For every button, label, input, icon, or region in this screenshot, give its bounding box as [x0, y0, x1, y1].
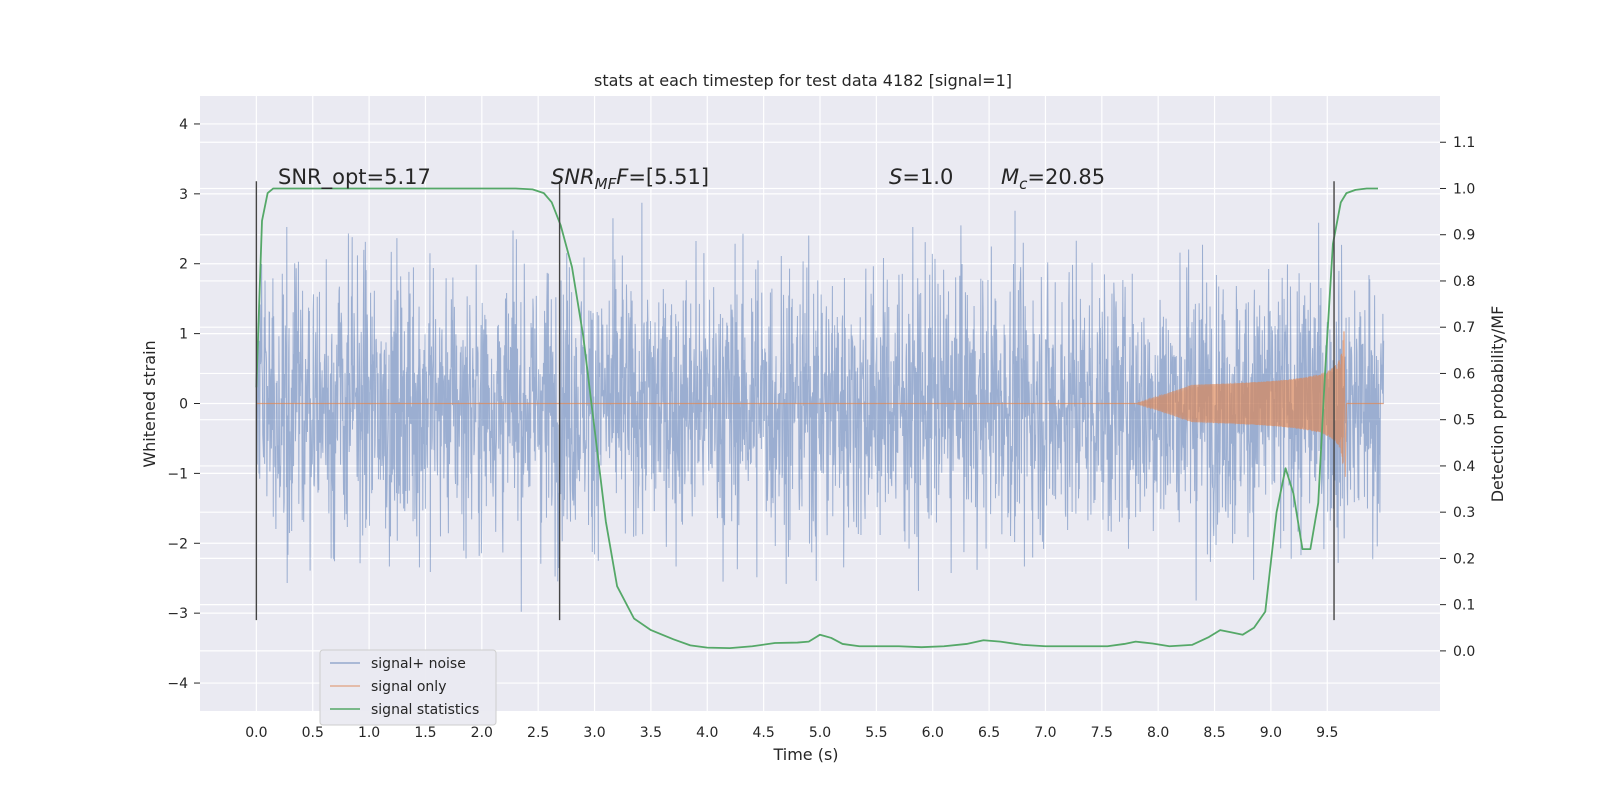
annotation-snr-mf-value: =[5.51] [628, 165, 709, 189]
y-right-tick-label: 1.1 [1453, 135, 1475, 151]
annotation-mc: Mc=20.85 [1001, 165, 1105, 193]
x-tick-label: 9.0 [1260, 725, 1282, 741]
annotation-s-value: =1.0 [902, 165, 953, 189]
y-tick-label: 2 [179, 257, 188, 273]
y-tick-label: 4 [179, 117, 188, 133]
annotation-mc-subscript: c [1019, 175, 1028, 193]
y-tick-label: 1 [179, 327, 188, 343]
x-tick-label: 7.5 [1091, 725, 1113, 741]
y-right-tick-label: 0.8 [1453, 274, 1475, 290]
annotation-snr-mf-subscript: MF [595, 175, 617, 193]
annotation-mc-symbol: M [1001, 165, 1019, 189]
legend-label-signal-only: signal only [371, 679, 446, 695]
x-tick-label: 8.5 [1203, 725, 1225, 741]
signal-only-series [256, 331, 1384, 477]
annotation-mc-value: =20.85 [1027, 165, 1105, 189]
x-tick-label: 9.5 [1316, 725, 1338, 741]
x-tick-label: 6.5 [978, 725, 1000, 741]
x-tick-label: 4.5 [753, 725, 775, 741]
annotation-s: S=1.0 [889, 165, 953, 189]
signal-statistics-series [255, 187, 1378, 650]
signal-noise-series [255, 202, 1385, 612]
x-tick-label: 8.0 [1147, 725, 1169, 741]
x-tick-label: 5.0 [809, 725, 831, 741]
y-right-tick-label: 0.1 [1453, 598, 1475, 614]
x-tick-label: 3.5 [640, 725, 662, 741]
x-tick-label: 2.0 [471, 725, 493, 741]
annotation-s-symbol: S [889, 165, 902, 189]
legend: signal+ noise signal only signal statist… [319, 649, 497, 726]
y-right-tick-label: 0.7 [1453, 320, 1475, 336]
x-tick-label: 0.0 [245, 725, 267, 741]
y-right-tick-label: 0.6 [1453, 366, 1475, 382]
x-axis-label: Time (s) [772, 745, 838, 764]
vertical-markers [255, 181, 1335, 621]
y-right-axis-label: Detection probability/MF [1488, 306, 1507, 503]
x-tick-label: 1.5 [414, 725, 436, 741]
y-tick-label: 3 [179, 187, 188, 203]
x-tick-label: 6.0 [922, 725, 944, 741]
y-right-tick-label: 1.0 [1453, 181, 1475, 197]
y-right-tick-label: 0.0 [1453, 644, 1475, 660]
legend-label-signal-statistics: signal statistics [371, 702, 479, 718]
y-right-tick-label: 0.3 [1453, 505, 1475, 521]
signal-noise-line [255, 202, 1385, 612]
annotation-snr-mf-symbol: SNR [551, 165, 595, 189]
chart-title: stats at each timestep for test data 418… [594, 71, 1012, 90]
x-tick-label: 4.0 [696, 725, 718, 741]
legend-label-signal-noise: signal+ noise [371, 656, 466, 672]
y-tick-label: −1 [167, 466, 188, 482]
signal-statistics-line [255, 187, 1378, 650]
y-tick-label: 0 [179, 397, 188, 413]
y-right-tick-label: 0.9 [1453, 228, 1475, 244]
y-right-tick-label: 0.4 [1453, 459, 1475, 475]
annotation-snr-mf-letter: F [616, 165, 629, 189]
legend-box [319, 649, 497, 726]
x-tick-label: 2.5 [527, 725, 549, 741]
annotation-snr-mf: SNRMFF=[5.51] [551, 165, 709, 193]
x-tick-label: 7.0 [1034, 725, 1056, 741]
signal-only-line [1135, 331, 1347, 477]
y-right-tick-label: 0.5 [1453, 413, 1475, 429]
x-tick-label: 1.0 [358, 725, 380, 741]
x-tick-label: 3.0 [583, 725, 605, 741]
y-tick-label: −4 [167, 676, 188, 692]
y-axis-label: Whitened strain [140, 340, 159, 467]
x-tick-label: 5.5 [865, 725, 887, 741]
x-tick-label: 0.5 [302, 725, 324, 741]
annotation-snr-opt: SNR_opt=5.17 [278, 165, 431, 190]
y-tick-label: −2 [167, 536, 188, 552]
y-tick-label: −3 [167, 606, 188, 622]
axis-ticks: 0.0 0.5 1.0 1.5 2.0 2.5 3.0 3.5 4.0 4.5 5.0 5.5 6.0 6… [167, 117, 1475, 741]
y-right-tick-label: 0.2 [1453, 551, 1475, 567]
